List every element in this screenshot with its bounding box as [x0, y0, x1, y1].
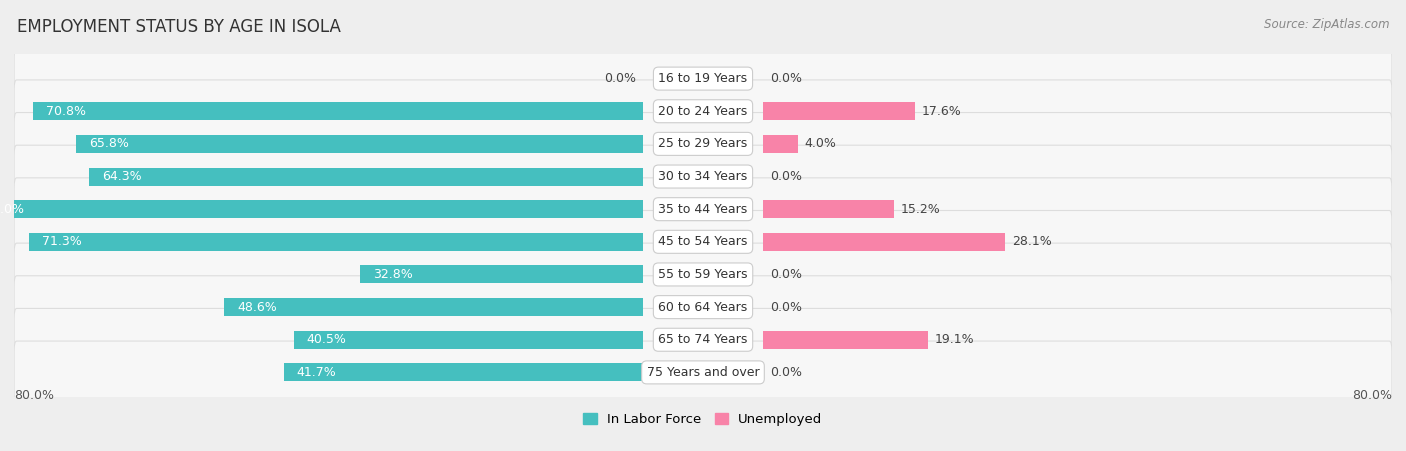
Bar: [360, 266, 643, 283]
Text: EMPLOYMENT STATUS BY AGE IN ISOLA: EMPLOYMENT STATUS BY AGE IN ISOLA: [17, 18, 340, 36]
Text: 0.0%: 0.0%: [770, 301, 803, 313]
Text: 28.1%: 28.1%: [1012, 235, 1052, 249]
Text: 0.0%: 0.0%: [603, 72, 636, 85]
Text: 71.3%: 71.3%: [42, 235, 82, 249]
Text: 55 to 59 Years: 55 to 59 Years: [658, 268, 748, 281]
Bar: [89, 168, 643, 185]
FancyBboxPatch shape: [14, 113, 1392, 175]
FancyBboxPatch shape: [14, 47, 1392, 110]
FancyBboxPatch shape: [14, 243, 1392, 306]
FancyBboxPatch shape: [14, 145, 1392, 208]
Text: 60 to 64 Years: 60 to 64 Years: [658, 301, 748, 313]
Text: 78.0%: 78.0%: [0, 202, 24, 216]
FancyBboxPatch shape: [14, 211, 1392, 273]
Bar: [763, 331, 928, 349]
Text: 17.6%: 17.6%: [922, 105, 962, 118]
Text: 80.0%: 80.0%: [1353, 389, 1392, 402]
FancyBboxPatch shape: [14, 80, 1392, 143]
FancyBboxPatch shape: [14, 308, 1392, 371]
Text: 75 Years and over: 75 Years and over: [647, 366, 759, 379]
Text: 20 to 24 Years: 20 to 24 Years: [658, 105, 748, 118]
Bar: [32, 102, 643, 120]
Bar: [28, 233, 643, 251]
Bar: [76, 135, 643, 153]
Text: 25 to 29 Years: 25 to 29 Years: [658, 138, 748, 150]
Text: 80.0%: 80.0%: [14, 389, 53, 402]
Text: 40.5%: 40.5%: [307, 333, 347, 346]
FancyBboxPatch shape: [14, 341, 1392, 404]
Bar: [0, 200, 643, 218]
Text: 64.3%: 64.3%: [101, 170, 142, 183]
Text: 30 to 34 Years: 30 to 34 Years: [658, 170, 748, 183]
Text: 48.6%: 48.6%: [238, 301, 277, 313]
Text: 70.8%: 70.8%: [46, 105, 86, 118]
Text: 15.2%: 15.2%: [901, 202, 941, 216]
Text: 65 to 74 Years: 65 to 74 Years: [658, 333, 748, 346]
Text: 0.0%: 0.0%: [770, 72, 803, 85]
Text: 4.0%: 4.0%: [804, 138, 837, 150]
Text: 45 to 54 Years: 45 to 54 Years: [658, 235, 748, 249]
Legend: In Labor Force, Unemployed: In Labor Force, Unemployed: [578, 408, 828, 432]
Text: Source: ZipAtlas.com: Source: ZipAtlas.com: [1264, 18, 1389, 31]
Bar: [763, 200, 894, 218]
Bar: [224, 298, 643, 316]
Text: 0.0%: 0.0%: [770, 268, 803, 281]
Text: 35 to 44 Years: 35 to 44 Years: [658, 202, 748, 216]
Bar: [763, 233, 1005, 251]
Bar: [284, 364, 643, 382]
Text: 32.8%: 32.8%: [373, 268, 413, 281]
Bar: [763, 135, 797, 153]
Bar: [294, 331, 643, 349]
FancyBboxPatch shape: [14, 178, 1392, 240]
Text: 16 to 19 Years: 16 to 19 Years: [658, 72, 748, 85]
FancyBboxPatch shape: [14, 276, 1392, 338]
Bar: [763, 102, 915, 120]
Text: 0.0%: 0.0%: [770, 170, 803, 183]
Text: 19.1%: 19.1%: [935, 333, 974, 346]
Text: 0.0%: 0.0%: [770, 366, 803, 379]
Text: 65.8%: 65.8%: [89, 138, 129, 150]
Text: 41.7%: 41.7%: [297, 366, 336, 379]
